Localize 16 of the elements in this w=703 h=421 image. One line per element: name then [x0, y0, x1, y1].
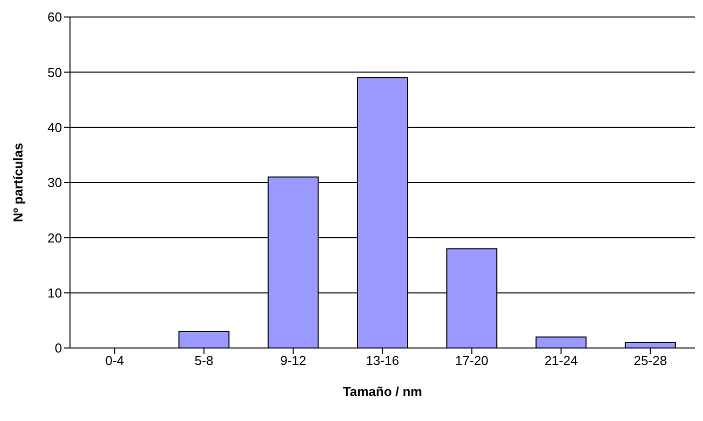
x-tick-label: 21-24	[544, 353, 578, 368]
x-tick-label: 25-28	[634, 353, 667, 368]
x-axis-title: Tamaño / nm	[342, 384, 422, 399]
x-tick-label: 13-16	[366, 353, 400, 368]
y-tick-label: 40	[48, 120, 62, 135]
y-tick-label: 0	[54, 340, 62, 356]
y-tick-label: 30	[48, 175, 62, 190]
x-tick-label: 5-8	[194, 353, 214, 368]
y-tick-label: 50	[48, 64, 62, 80]
y-tick-label: 20	[48, 230, 62, 246]
y-axis-title: Nº partículas	[10, 142, 26, 222]
y-tick-label: 60	[48, 10, 62, 25]
x-tick-label: 17-20	[455, 353, 488, 368]
x-tick-label: 9-12	[280, 353, 306, 368]
y-tick-label: 10	[48, 285, 62, 300]
x-tick-label: 0-4	[105, 353, 124, 368]
